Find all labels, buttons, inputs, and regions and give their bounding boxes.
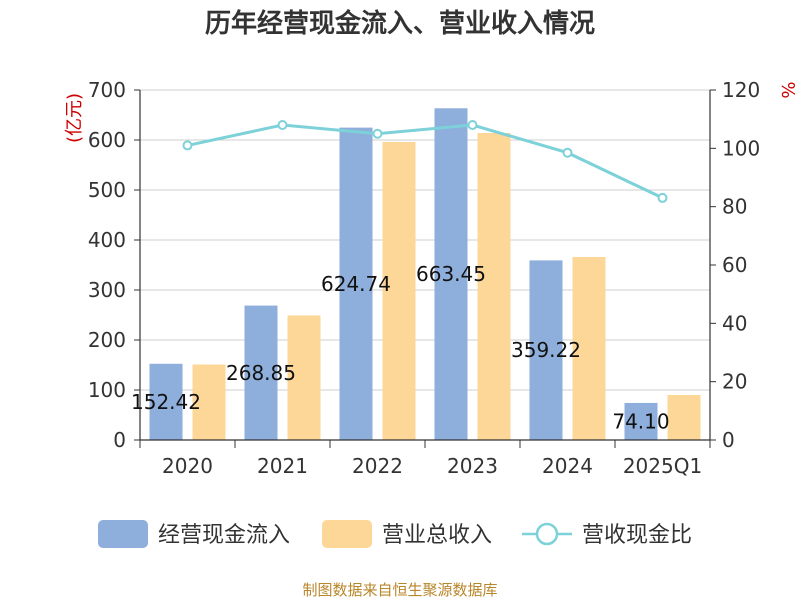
legend-item-total-revenue-swatch [322,520,372,548]
bar-total-revenue [287,315,321,440]
x-tick-label: 2022 [352,454,403,478]
grid-lines [140,89,710,441]
right-tick-label: 60 [722,253,747,277]
right-tick-label: 40 [722,311,747,335]
right-tick-label: 80 [722,195,747,219]
left-tick-label: 600 [88,128,126,152]
legend-item-ratio: 营收现金比 [582,523,692,548]
left-axis-unit: (亿元) [64,93,85,143]
ratio-line-path [187,123,664,200]
data-label: 152.42 [131,390,201,414]
ratio-line [182,120,668,203]
left-tick-label: 400 [88,228,126,252]
left-tick-label: 100 [88,378,126,402]
x-tick-label: 2025Q1 [623,454,702,478]
bar-cash-inflow [244,305,278,440]
left-tick-label: 300 [88,278,126,302]
x-tick-label: 2021 [257,454,308,478]
x-tick-label: 2020 [162,454,213,478]
x-tick-label: 2023 [447,454,498,478]
data-label: 359.22 [511,338,581,362]
x-tick-label: 2024 [542,454,593,478]
chart-title: 历年经营现金流入、营业收入情况 [205,8,595,39]
bar-total-revenue [572,257,606,440]
right-tick-label: 120 [722,78,760,102]
right-tick-label: 20 [722,370,747,394]
left-tick-label: 700 [88,78,126,102]
bar-cash-inflow [529,260,563,440]
bar-total-revenue [477,133,511,440]
bar-cash-inflow [624,402,658,440]
right-axis-unit: % [777,81,798,98]
right-tick-label: 0 [722,428,735,452]
ratio-point [467,120,478,130]
axes: 0 100 200 300 400 500 600 700 0 20 40 60 80 100 120 202… [88,78,760,478]
bars [149,108,701,441]
ratio-point [277,120,288,130]
ratio-point [657,192,668,203]
data-label: 74.10 [612,409,669,433]
data-labels: 152.42 268.85 624.74 663.45 359.22 74.10 [131,262,670,433]
bar-cash-inflow [149,363,183,440]
legend-item-cash-inflow-swatch [98,520,148,548]
source-note: 制图数据来自恒生聚源数据库 [302,581,497,599]
bar-total-revenue [382,142,416,440]
left-tick-label: 200 [88,328,126,352]
data-label: 624.74 [321,272,391,296]
bar-total-revenue [192,364,226,440]
ratio-point [372,128,383,139]
ratio-point [182,140,193,151]
data-label: 663.45 [416,262,486,286]
legend-item-total-revenue: 营业总收入 [382,523,492,548]
legend-item-ratio-swatch-marker [535,522,559,546]
legend: 经营现金流入 营业总收入 营收现金比 [98,520,692,548]
data-label: 268.85 [226,361,296,385]
left-tick-label: 0 [113,428,126,452]
bar-total-revenue [667,395,701,440]
left-tick-label: 500 [88,178,126,202]
legend-item-cash-inflow: 经营现金流入 [158,523,290,548]
ratio-point [562,147,573,158]
bar-cash-inflow [339,127,373,440]
bar-cash-inflow [434,108,468,441]
right-tick-label: 100 [722,136,760,160]
